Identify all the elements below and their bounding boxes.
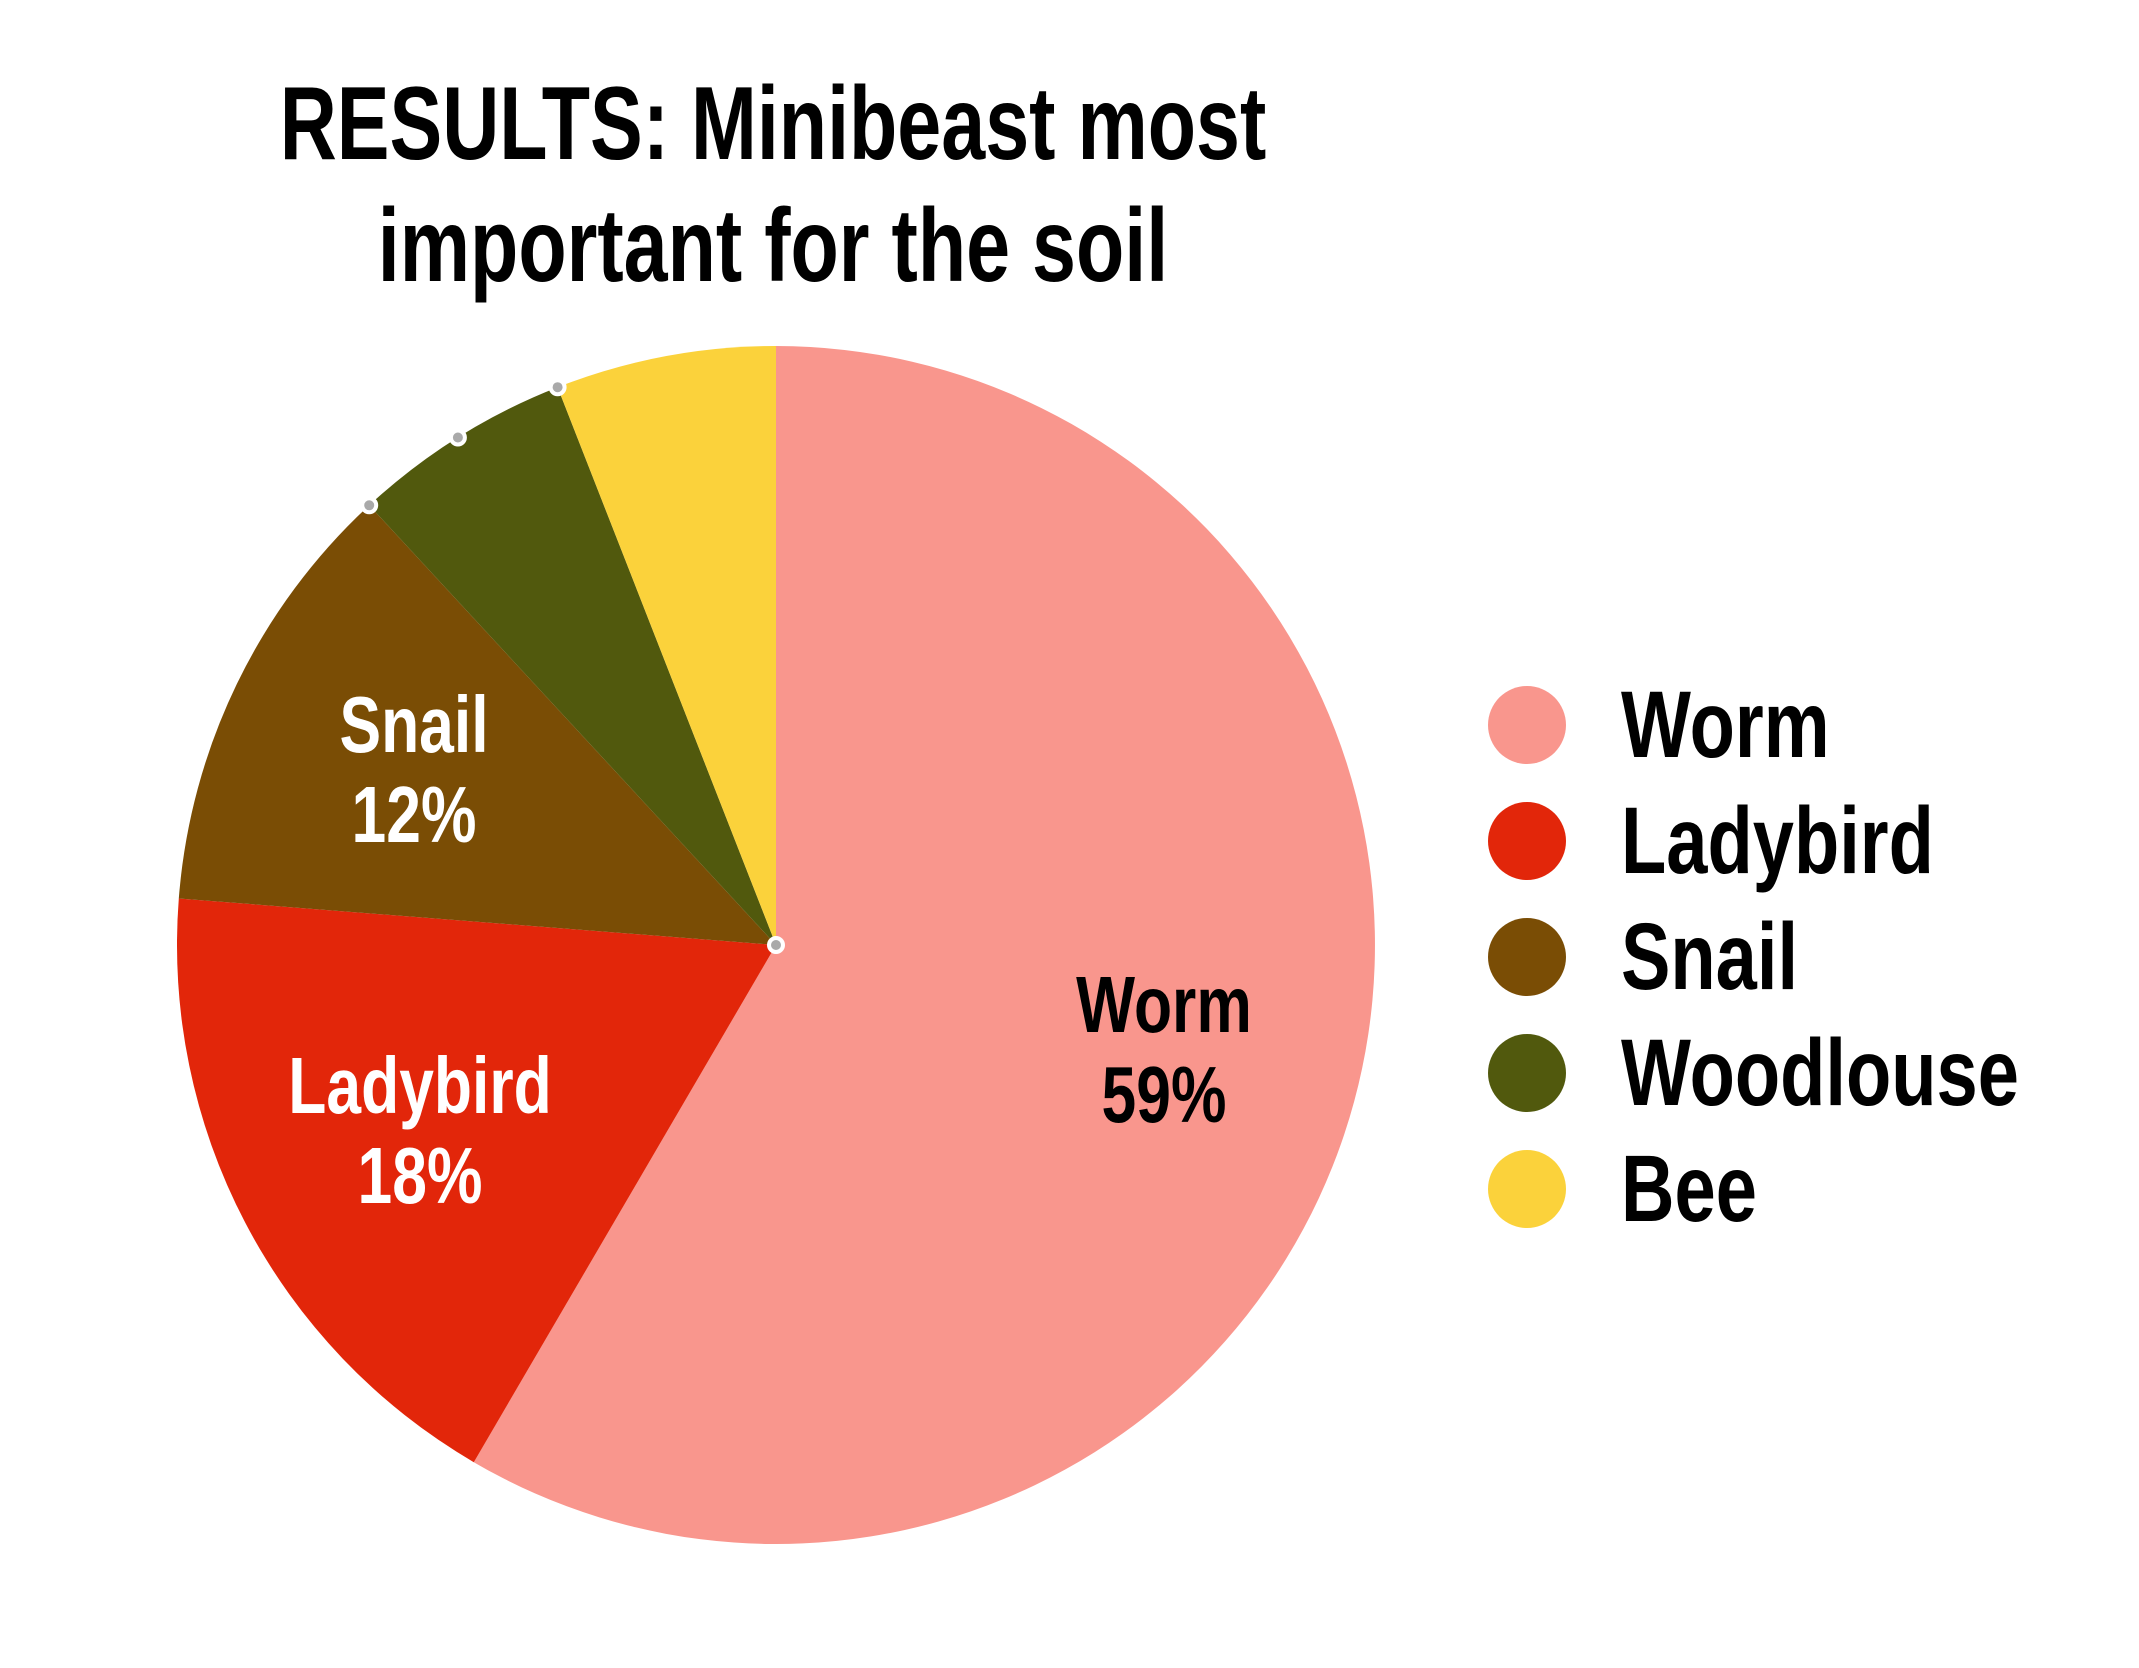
legend-label: Bee xyxy=(1621,1135,1757,1242)
slice-label-percent: 12% xyxy=(351,770,477,859)
legend-label: Worm xyxy=(1621,671,1830,778)
legend-swatch-snail xyxy=(1488,918,1566,996)
legend-swatch-bee xyxy=(1488,1150,1566,1228)
legend-swatch-woodlouse xyxy=(1488,1034,1566,1112)
legend-label: Snail xyxy=(1621,903,1799,1010)
legend-swatch-worm xyxy=(1488,686,1566,764)
pie-slice-bee[interactable] xyxy=(557,346,776,945)
legend-item-woodlouse: Woodlouse xyxy=(1488,1020,2131,1126)
pie-center-handle[interactable] xyxy=(767,936,785,954)
slice-label-percent: 18% xyxy=(357,1131,483,1220)
legend-item-worm: Worm xyxy=(1488,672,2131,778)
slice-label-ladybird: Ladybird 18% xyxy=(288,1041,551,1221)
chart-legend: Worm Ladybird Snail Woodlouse Bee xyxy=(1488,672,2131,1266)
slice-label-name: Snail xyxy=(339,680,489,769)
pie-slice-woodlouse[interactable] xyxy=(369,387,776,945)
legend-swatch-ladybird xyxy=(1488,802,1566,880)
chart-title-line2: important for the soil xyxy=(377,187,1169,304)
slice-label-snail: Snail 12% xyxy=(339,680,488,860)
pie-slice-ladybird[interactable] xyxy=(176,898,777,1463)
slice-label-worm: Worm 59% xyxy=(1076,960,1252,1140)
wedge-handle-mid[interactable] xyxy=(448,428,467,447)
legend-label: Ladybird xyxy=(1621,787,1934,894)
wedge-handle-end[interactable] xyxy=(548,378,567,397)
pie-slice-worm[interactable] xyxy=(473,346,1375,1544)
legend-item-bee: Bee xyxy=(1488,1136,2131,1242)
wedge-handle-start[interactable] xyxy=(360,496,379,515)
slice-label-name: Ladybird xyxy=(288,1041,552,1130)
pie-slice-snail[interactable] xyxy=(178,505,777,945)
legend-item-snail: Snail xyxy=(1488,904,2131,1010)
slice-label-percent: 59% xyxy=(1101,1050,1227,1139)
slice-label-name: Worm xyxy=(1076,960,1252,1049)
legend-label: Woodlouse xyxy=(1621,1019,2019,1126)
chart-title-line1: RESULTS: Minibeast most xyxy=(279,66,1267,182)
legend-item-ladybird: Ladybird xyxy=(1488,788,2131,894)
chart-title: RESULTS: Minibeast most important for th… xyxy=(280,64,1267,307)
